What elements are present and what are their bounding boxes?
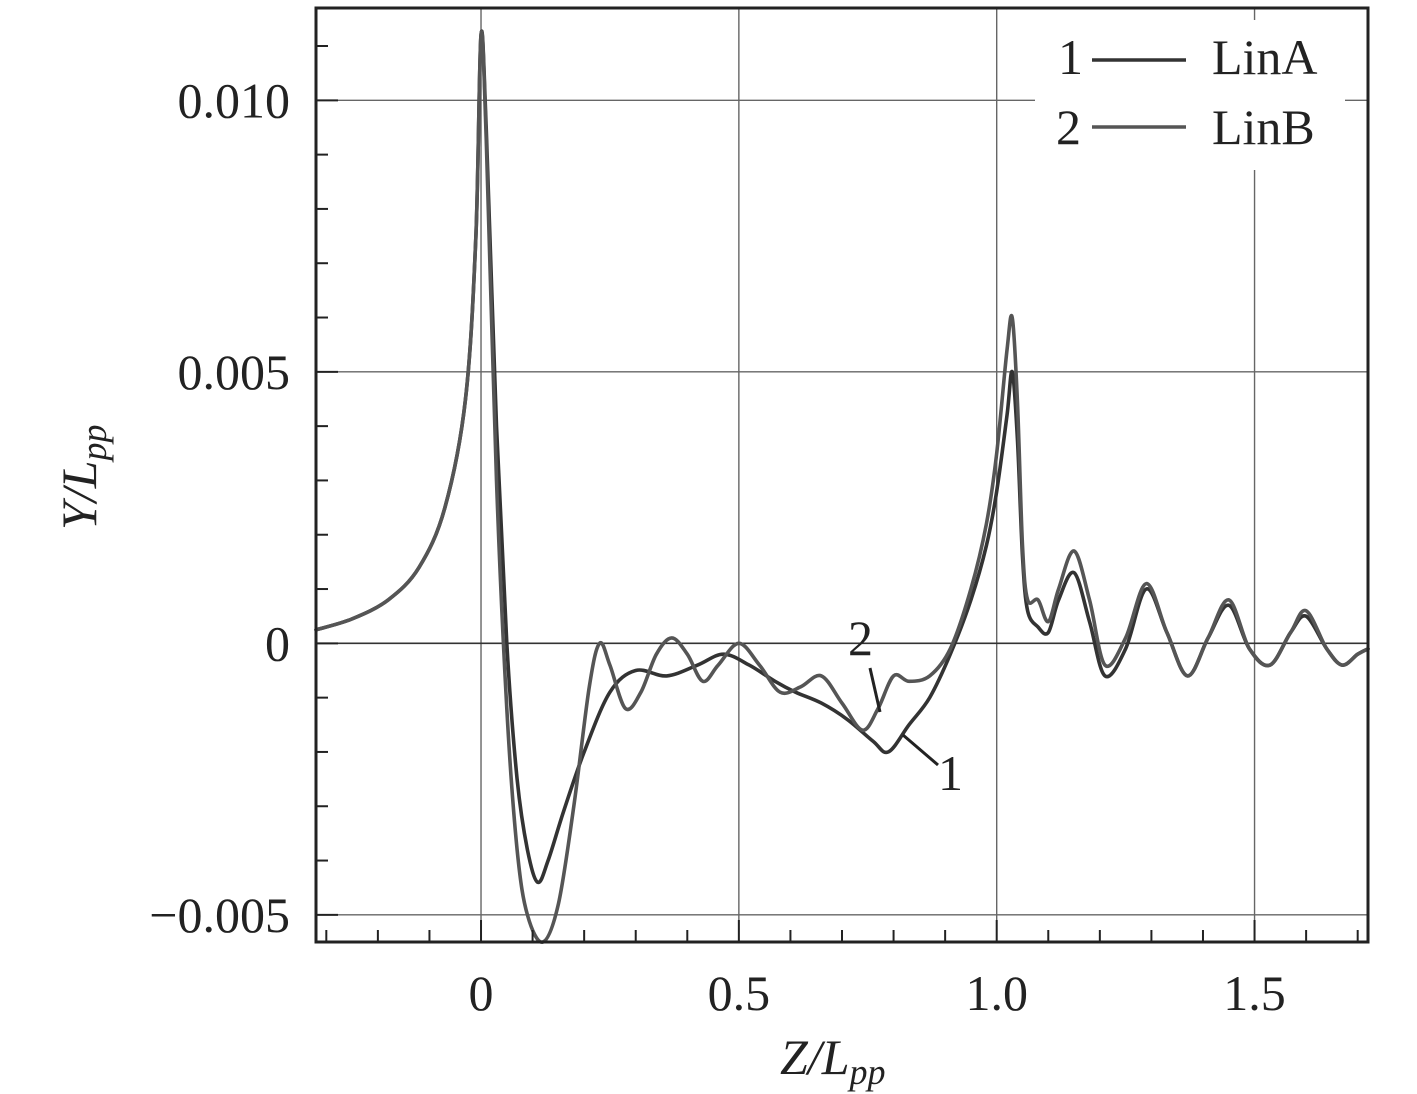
x-axis-title-sub: pp — [847, 1052, 886, 1092]
curve-annotations: 2 1 — [848, 610, 963, 801]
legend-key-2: 2 — [1056, 99, 1081, 155]
legend-key-1: 1 — [1058, 29, 1083, 85]
y-tick-label-0: −0.005 — [149, 887, 290, 943]
legend-label-1: LinA — [1212, 29, 1318, 85]
y-axis-title: Y/Lpp — [51, 424, 114, 530]
tick-labels: 0 0.5 1.0 1.5 −0.005 0 0.005 0.010 — [149, 72, 1286, 1021]
x-tick-label-2: 1.0 — [965, 965, 1028, 1021]
x-tick-label-3: 1.5 — [1223, 965, 1286, 1021]
annotation-curve-1: 1 — [938, 745, 963, 801]
y-tick-label-2: 0.005 — [178, 344, 291, 400]
x-tick-label-1: 0.5 — [708, 965, 771, 1021]
annotation-leader-2 — [868, 667, 882, 713]
x-tick-label-0: 0 — [469, 965, 494, 1021]
annotation-curve-2: 2 — [848, 610, 873, 666]
legend-background — [1035, 20, 1345, 170]
series-layer — [314, 29, 1370, 944]
ticks — [316, 45, 1359, 942]
annotation-leader-1 — [902, 733, 939, 767]
series-line-linb — [314, 30, 1370, 944]
x-axis-title: Z/Lpp — [780, 1029, 886, 1092]
y-tick-label-3: 0.010 — [178, 72, 291, 128]
x-axis-title-main: Z/L — [780, 1029, 850, 1085]
y-axis-title-sub: pp — [74, 424, 114, 463]
y-tick-label-1: 0 — [265, 615, 290, 671]
legend: 1 LinA 2 LinB — [1035, 20, 1345, 170]
y-axis-title-main: Y/L — [51, 460, 107, 530]
legend-label-2: LinB — [1212, 99, 1315, 155]
